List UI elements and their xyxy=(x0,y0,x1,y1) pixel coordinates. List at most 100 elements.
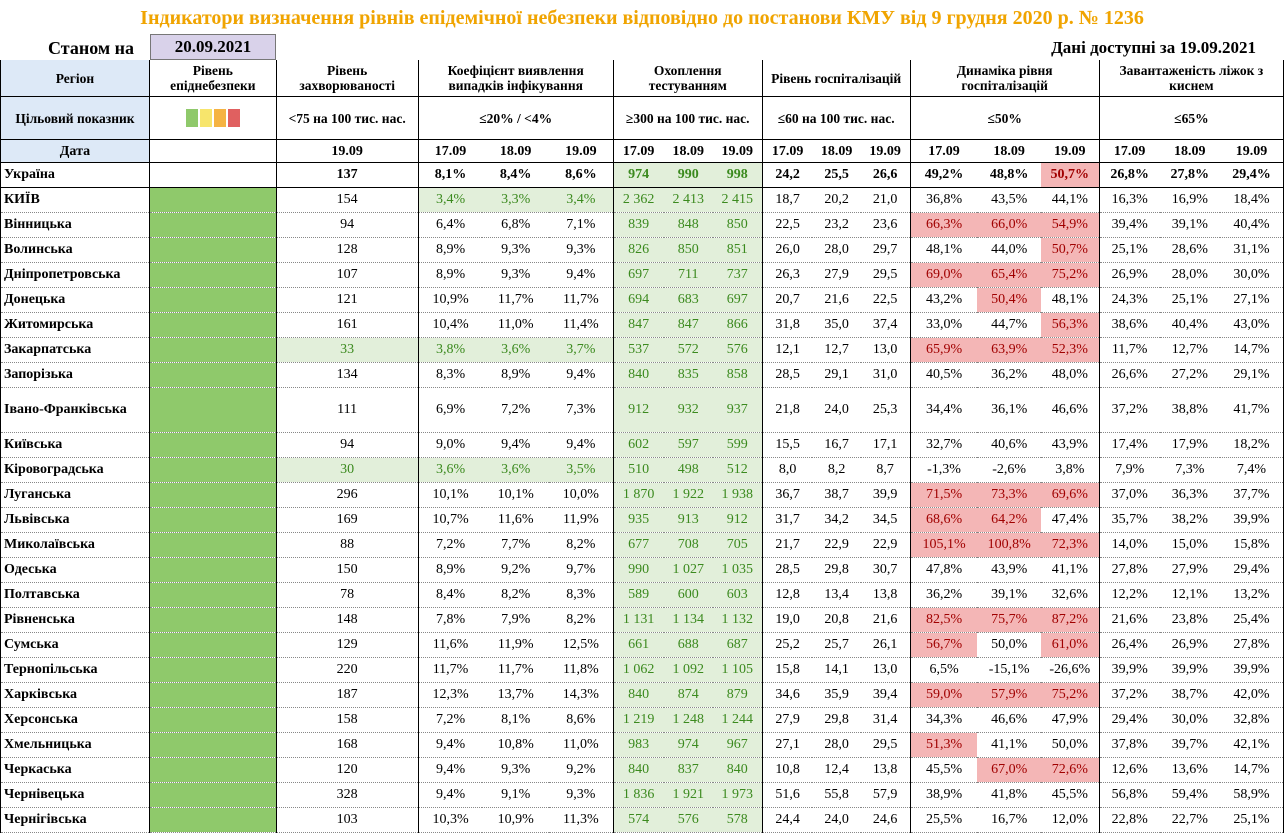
hosp-dynamics-cell: 50,4% xyxy=(977,287,1041,313)
detection-cell: 9,4% xyxy=(482,432,549,458)
hosp-level-cell: 57,9 xyxy=(860,782,911,808)
testing-cell: 932 xyxy=(663,387,713,433)
bed-load-cell: 26,9% xyxy=(1159,632,1220,658)
hosp-dynamics-cell: 16,7% xyxy=(977,807,1041,833)
hosp-dynamics-cell: 56,3% xyxy=(1040,312,1100,338)
bed-load-cell: 7,4% xyxy=(1219,457,1284,483)
hosp-level-cell: 29,8 xyxy=(812,557,861,583)
region-name: Хмельницька xyxy=(0,732,150,758)
hosp-level-cell: 24,0 xyxy=(812,387,861,433)
testing-cell: 858 xyxy=(712,362,763,388)
detection-cell: 8,2% xyxy=(548,607,614,633)
hosp-level-cell: 24,0 xyxy=(812,807,861,833)
region-row: Київська 94 9,0% 9,4% 9,4% 602 597 599 15,5 16,7 1… xyxy=(0,432,1284,458)
incidence-cell: 33 xyxy=(276,337,419,363)
detection-cell: 14,3% xyxy=(548,682,614,708)
incidence-cell: 150 xyxy=(276,557,419,583)
ukraine-incidence: 137 xyxy=(276,162,419,188)
hosp-dynamics-cell: 34,3% xyxy=(910,707,978,733)
testing-cell: 576 xyxy=(663,807,713,833)
bed-load-cell: 36,3% xyxy=(1159,482,1220,508)
danger-level-cell xyxy=(148,362,277,388)
bed-load-cell: 7,3% xyxy=(1159,457,1220,483)
testing-cell: 1 219 xyxy=(613,707,664,733)
hosp-dynamics-cell: 82,5% xyxy=(910,607,978,633)
region-row: Чернігівська 103 10,3% 10,9% 11,3% 574 576 578 2… xyxy=(0,807,1284,833)
bed-load-cell: 39,1% xyxy=(1159,212,1220,238)
bed-load-cell: 27,8% xyxy=(1099,557,1160,583)
hosp-level-cell: 8,0 xyxy=(762,457,813,483)
header-region: Регіон xyxy=(0,60,150,97)
danger-level-cell xyxy=(148,657,277,683)
target-incidence: <75 на 100 тис. нас. xyxy=(276,96,419,140)
testing-cell: 510 xyxy=(613,457,664,483)
bed-load-cell: 15,0% xyxy=(1159,532,1220,558)
region-row: Полтавська 78 8,4% 8,2% 8,3% 589 600 603 12,8 13,… xyxy=(0,582,1284,608)
hosp-dynamics-cell: 65,9% xyxy=(910,337,978,363)
danger-level-cell xyxy=(148,682,277,708)
bed-load-cell: 12,6% xyxy=(1099,757,1160,783)
hosp-level-cell: 22,9 xyxy=(812,532,861,558)
danger-level-cell xyxy=(148,732,277,758)
testing-cell: 840 xyxy=(712,757,763,783)
testing-cell: 1 836 xyxy=(613,782,664,808)
date-cell: 19.09 xyxy=(1219,139,1284,163)
detection-cell: 11,7% xyxy=(482,657,549,683)
hosp-level-cell: 38,7 xyxy=(812,482,861,508)
danger-level-cell xyxy=(148,287,277,313)
detection-cell: 11,4% xyxy=(548,312,614,338)
hosp-level-cell: 34,5 xyxy=(860,507,911,533)
bed-load-cell: 13,2% xyxy=(1219,582,1284,608)
bed-load-cell: 12,2% xyxy=(1099,582,1160,608)
hosp-dynamics-cell: -15,1% xyxy=(977,657,1041,683)
incidence-cell: 103 xyxy=(276,807,419,833)
date-cell: 18.09 xyxy=(663,139,713,163)
ukraine-testing: 990 xyxy=(663,162,713,188)
hosp-level-cell: 31,8 xyxy=(762,312,813,338)
hosp-dynamics-cell: 52,3% xyxy=(1040,337,1100,363)
header-incidence: Рівень захворюваності xyxy=(276,60,419,97)
detection-cell: 10,9% xyxy=(482,807,549,833)
testing-cell: 498 xyxy=(663,457,713,483)
hosp-level-cell: 12,1 xyxy=(762,337,813,363)
hosp-level-cell: 37,4 xyxy=(860,312,911,338)
testing-cell: 1 092 xyxy=(663,657,713,683)
hosp-dynamics-cell: 36,2% xyxy=(977,362,1041,388)
hosp-dynamics-cell: 34,4% xyxy=(910,387,978,433)
bed-load-cell: 26,4% xyxy=(1099,632,1160,658)
detection-cell: 8,1% xyxy=(482,707,549,733)
hosp-level-cell: 34,6 xyxy=(762,682,813,708)
incidence-cell: 128 xyxy=(276,237,419,263)
testing-cell: 874 xyxy=(663,682,713,708)
detection-cell: 11,8% xyxy=(548,657,614,683)
danger-level-cell xyxy=(148,387,277,433)
detection-cell: 9,2% xyxy=(548,757,614,783)
hosp-level-cell: 13,8 xyxy=(860,757,911,783)
bed-load-cell: 25,1% xyxy=(1099,237,1160,263)
detection-cell: 11,6% xyxy=(482,507,549,533)
incidence-cell: 121 xyxy=(276,287,419,313)
region-name: Київська xyxy=(0,432,150,458)
hosp-dynamics-cell: 6,5% xyxy=(910,657,978,683)
bed-load-cell: 43,0% xyxy=(1219,312,1284,338)
detection-cell: 9,3% xyxy=(482,757,549,783)
hosp-level-cell: 25,2 xyxy=(762,632,813,658)
region-row: Харківська 187 12,3% 13,7% 14,3% 840 874 879 34,… xyxy=(0,682,1284,708)
testing-cell: 708 xyxy=(663,532,713,558)
hosp-dynamics-cell: 46,6% xyxy=(1040,387,1100,433)
ukraine-level xyxy=(148,162,277,188)
testing-cell: 848 xyxy=(663,212,713,238)
hosp-level-cell: 18,7 xyxy=(762,187,813,213)
bed-load-cell: 38,8% xyxy=(1159,387,1220,433)
bed-load-cell: 30,0% xyxy=(1159,707,1220,733)
ukraine-detection: 8,1% xyxy=(418,162,483,188)
date-cell: 17.09 xyxy=(762,139,813,163)
testing-cell: 677 xyxy=(613,532,664,558)
hosp-dynamics-cell: 45,5% xyxy=(1040,782,1100,808)
hosp-level-cell: 13,4 xyxy=(812,582,861,608)
date-label: Дата xyxy=(0,139,150,163)
header-detection: Коефіцієнт виявлення випадків інфікуванн… xyxy=(418,60,614,97)
bed-load-cell: 27,8% xyxy=(1219,632,1284,658)
detection-cell: 7,9% xyxy=(482,607,549,633)
incidence-cell: 30 xyxy=(276,457,419,483)
